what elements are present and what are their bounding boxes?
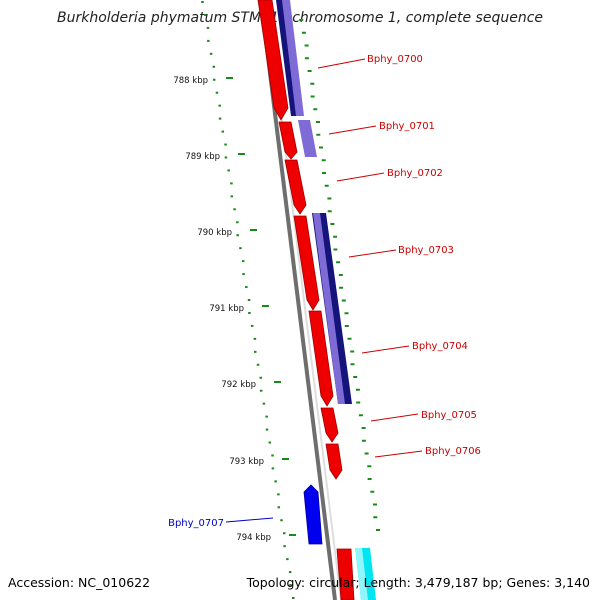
gene-label-leader (225, 517, 274, 523)
gene-arrow (325, 443, 343, 480)
gc-content-track (201, 1, 380, 599)
kbp-tick-label: 792 kbp (221, 380, 256, 390)
gene-label-bphy-0706[interactable]: Bphy_0706 (425, 446, 481, 457)
gene-label-bphy-0703[interactable]: Bphy_0703 (398, 245, 454, 256)
gene-label-bphy-0700[interactable]: Bphy_0700 (367, 54, 423, 65)
gene-arrow (336, 548, 355, 600)
gene-label-leader (370, 413, 419, 422)
gene-arrow (257, 0, 289, 121)
gene-label-leader (336, 172, 385, 182)
kbp-tick-label: 791 kbp (209, 304, 244, 314)
gene-label-leader (361, 345, 410, 354)
gene-label-bphy-0701[interactable]: Bphy_0701 (379, 121, 435, 132)
gene-label-bphy-0704[interactable]: Bphy_0704 (412, 341, 468, 352)
annotation-bar (282, 0, 304, 116)
gene-label-bphy-0705[interactable]: Bphy_0705 (421, 410, 477, 421)
gene-arrow (284, 159, 307, 215)
gene-arrow (278, 121, 298, 160)
gene-label-leader (374, 450, 423, 458)
gene-label-bphy-0702[interactable]: Bphy_0702 (387, 168, 443, 179)
gene-arrow (293, 215, 320, 311)
topology-summary: Topology: circular; Length: 3,479,187 bp… (246, 575, 590, 590)
gene-arrows (257, 0, 355, 600)
kbp-tick-label: 788 kbp (173, 76, 208, 86)
gene-label-leader (348, 249, 397, 258)
kbp-tick-label: 790 kbp (197, 228, 232, 238)
accession-label: Accession: NC_010622 (8, 575, 151, 590)
map-title: Burkholderia phymatum STM815 chromosome … (56, 10, 543, 26)
gene-arrow (308, 310, 334, 407)
kbp-tick-label: 793 kbp (229, 457, 264, 467)
gene-label-leader (317, 58, 366, 69)
kbp-scale: 788 kbp 789 kbp 790 kbp 791 kbp 792 kbp 793 k… (173, 76, 296, 543)
gene-labels: Bphy_0700 Bphy_0701 Bphy_0702 Bphy_0703 Bphy… (168, 54, 481, 529)
gene-arrow (320, 407, 339, 443)
annotation-bar (355, 548, 368, 600)
annotation-bar (298, 120, 317, 157)
kbp-tick-label: 794 kbp (236, 533, 271, 543)
kbp-tick-label: 789 kbp (185, 152, 220, 162)
gene-arrow-reverse (303, 484, 323, 545)
gene-label-bphy-0707[interactable]: Bphy_0707 (168, 518, 224, 529)
gene-label-leader (328, 125, 377, 135)
annotation-bar (313, 213, 345, 404)
annotation-track (276, 0, 376, 600)
